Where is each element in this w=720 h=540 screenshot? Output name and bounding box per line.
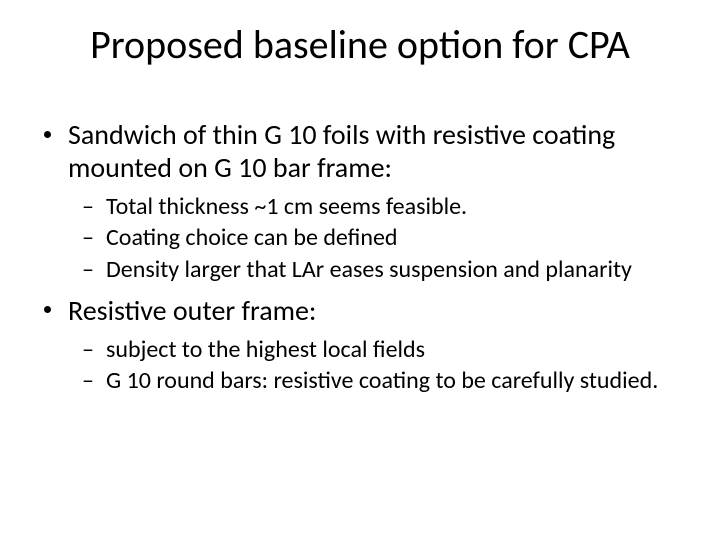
dash-icon: – xyxy=(82,223,94,252)
dash-icon: – xyxy=(82,255,94,284)
list-item-text: Total thickness ~1 cm seems feasible. xyxy=(106,192,467,221)
list-item: – Density larger that LAr eases suspensi… xyxy=(40,255,680,284)
dash-icon: – xyxy=(82,335,94,364)
list-item: – Coating choice can be defined xyxy=(40,223,680,252)
bullet-icon xyxy=(44,306,51,313)
list-item-text: Coating choice can be defined xyxy=(106,223,398,252)
list-item-text: G 10 round bars: resistive coating to be… xyxy=(106,366,658,395)
list-item-text: Density larger that LAr eases suspension… xyxy=(106,255,632,284)
dash-icon: – xyxy=(82,192,94,221)
list-item-text: subject to the highest local fields xyxy=(106,335,425,364)
dash-icon: – xyxy=(82,366,94,395)
list-item-text: Sandwich of thin G 10 foils with resisti… xyxy=(68,117,615,185)
list-item: – subject to the highest local fields xyxy=(40,335,680,364)
list-item: Resistive outer frame: xyxy=(40,294,680,327)
slide: Proposed baseline option for CPA Sandwic… xyxy=(0,0,720,540)
list-item: – G 10 round bars: resistive coating to … xyxy=(40,366,680,395)
list-item-text: Resistive outer frame: xyxy=(68,293,316,328)
slide-title: Proposed baseline option for CPA xyxy=(0,20,720,69)
bullet-group: Resistive outer frame: – subject to the … xyxy=(40,294,680,396)
list-item: Sandwich of thin G 10 foils with resisti… xyxy=(40,118,680,184)
slide-body: Sandwich of thin G 10 foils with resisti… xyxy=(40,118,680,405)
bullet-icon xyxy=(44,131,51,138)
list-item: – Total thickness ~1 cm seems feasible. xyxy=(40,192,680,221)
bullet-group: Sandwich of thin G 10 foils with resisti… xyxy=(40,118,680,284)
